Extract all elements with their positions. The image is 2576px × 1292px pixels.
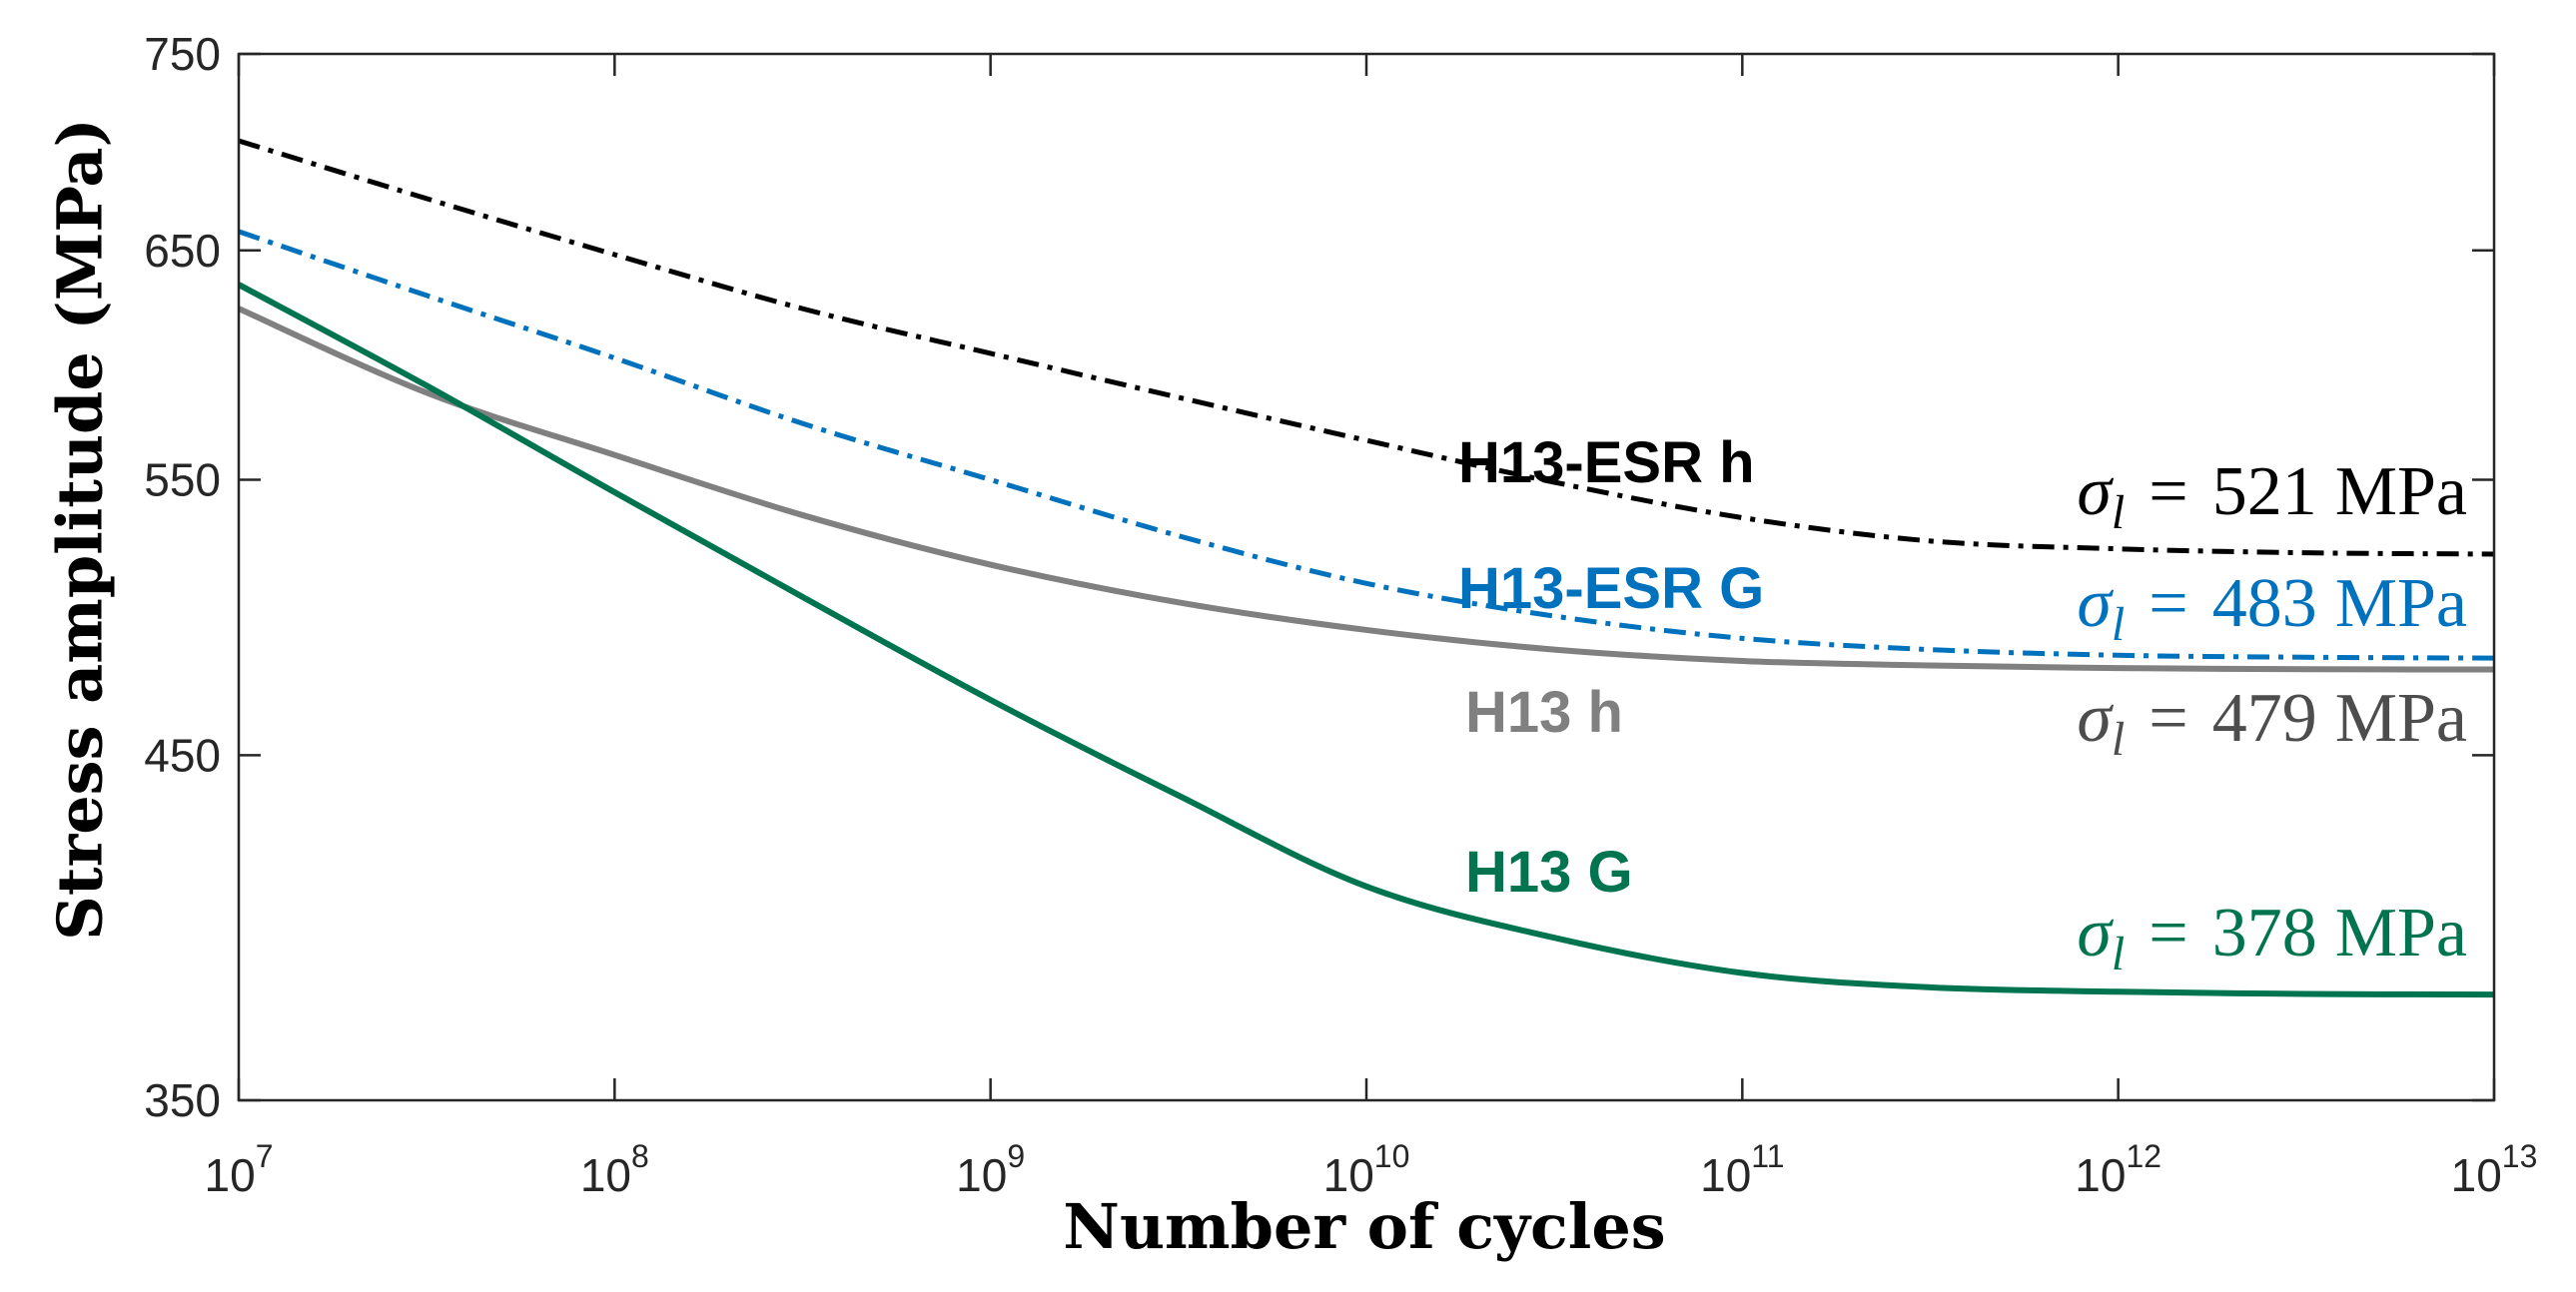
x-tick-label-base: 10 <box>205 1149 256 1201</box>
x-tick-label: 107 <box>205 1138 274 1201</box>
fatigue-limit-annotation-h13-esr-g: σl = 483 MPa <box>2077 565 2467 651</box>
y-tick-label: 450 <box>144 729 221 781</box>
y-tick-label: 650 <box>144 225 221 277</box>
fatigue-limit-annotation-h13-g: σl = 378 MPa <box>2077 895 2467 980</box>
x-tick-label-base: 10 <box>2075 1149 2126 1201</box>
fatigue-limit-unit: MPa <box>2335 680 2467 757</box>
x-tick-label-exponent: 7 <box>256 1138 274 1174</box>
x-tick-label-base: 10 <box>1700 1149 1751 1201</box>
sigma-symbol: σ <box>2077 680 2114 757</box>
x-tick-label-exponent: 12 <box>2126 1138 2161 1174</box>
equals-sign: = <box>2148 895 2187 971</box>
x-tick-label: 108 <box>580 1138 649 1201</box>
equals-sign: = <box>2148 453 2187 530</box>
x-tick-label-exponent: 11 <box>1751 1138 1784 1174</box>
axis-ticks <box>237 52 2496 1102</box>
x-tick-label-base: 10 <box>580 1149 631 1201</box>
sigma-subscript: l <box>2112 598 2125 651</box>
fatigue-limit-value: 479 <box>2212 680 2317 757</box>
y-tick-label: 350 <box>144 1074 221 1126</box>
x-tick-label-exponent: 10 <box>1374 1138 1410 1174</box>
fatigue-limit-unit: MPa <box>2335 565 2467 642</box>
sigma-symbol: σ <box>2077 453 2114 530</box>
equals-sign: = <box>2148 565 2187 642</box>
fatigue-limit-value: 521 <box>2212 453 2317 530</box>
equals-sign: = <box>2148 680 2187 757</box>
x-tick-label: 1012 <box>2075 1138 2161 1201</box>
y-axis-label: Stress amplitude (MPa) <box>44 118 117 941</box>
series-line-h13-h <box>239 306 2494 673</box>
plot-area <box>239 54 2494 1100</box>
x-tick-label: 1010 <box>1323 1138 1410 1201</box>
sigma-subscript: l <box>2112 486 2125 539</box>
y-tick-label: 550 <box>144 453 221 505</box>
fatigue-limit-unit: MPa <box>2335 453 2467 530</box>
curve-label-h13-h: H13 h <box>1465 680 1623 745</box>
sigma-symbol: σ <box>2077 565 2114 642</box>
fatigue-limit-annotation-h13-h: σl = 479 MPa <box>2077 680 2467 766</box>
x-tick-label-base: 10 <box>956 1149 1007 1201</box>
fatigue-limit-unit: MPa <box>2335 895 2467 971</box>
fatigue-limit-value: 378 <box>2212 895 2317 971</box>
x-axis-label: Number of cycles <box>1063 1190 1665 1263</box>
curve-label-h13-esr-g: H13-ESR G <box>1458 556 1764 621</box>
x-tick-label-base: 10 <box>1323 1149 1374 1201</box>
x-tick-label-base: 10 <box>2451 1149 2502 1201</box>
x-tick-label: 1013 <box>2451 1138 2538 1201</box>
curve-label-h13-esr-h: H13-ESR h <box>1458 430 1755 495</box>
sigma-symbol: σ <box>2077 895 2114 971</box>
sigma-subscript: l <box>2112 713 2125 766</box>
y-tick-label: 750 <box>144 28 221 80</box>
series-line-h13-esr-g <box>239 229 2494 661</box>
sigma-subscript: l <box>2112 928 2125 980</box>
x-tick-label-exponent: 9 <box>1007 1138 1025 1174</box>
x-tick-label: 1011 <box>1700 1138 1784 1201</box>
series-line-h13-g <box>239 282 2494 998</box>
curve-label-h13-g: H13 G <box>1465 840 1633 905</box>
fatigue-limit-value: 483 <box>2212 565 2317 642</box>
series-group <box>239 138 2494 998</box>
fatigue-limit-annotation-h13-esr-h: σl = 521 MPa <box>2077 453 2467 539</box>
x-tick-label-exponent: 13 <box>2502 1138 2538 1174</box>
x-tick-label-exponent: 8 <box>631 1138 649 1174</box>
x-tick-label: 109 <box>956 1138 1025 1201</box>
